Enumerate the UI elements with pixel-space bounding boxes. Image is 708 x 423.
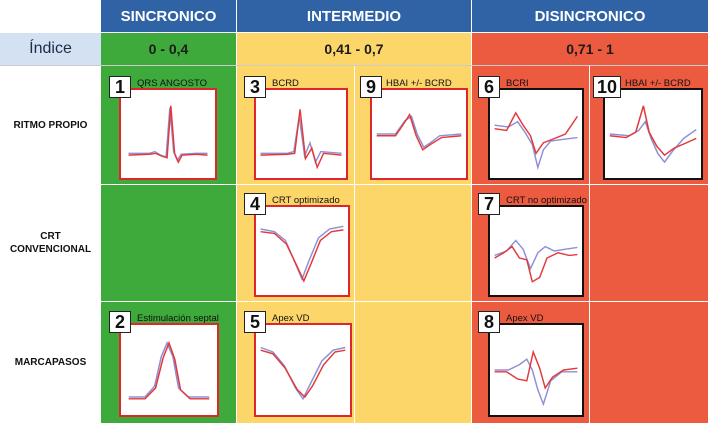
row-label-crt-convencional: CRT CONVENCIONAL [0,185,101,301]
panel-hbai-bcrd: 9 HBAI +/- BCRD [360,76,468,180]
panel-crt-no-optimizado: 7 CRT no optimizado [478,193,587,297]
row-label-ritmo-propio: RITMO PROPIO [0,66,101,184]
panel-bcrd: 3 BCRD [244,76,348,180]
ecg-trace [494,349,578,407]
row-label-ritmo-propio-text: RITMO PROPIO [13,119,88,131]
ecg-trace [494,111,579,171]
panel-number-badge: 9 [360,76,382,98]
ecg-plot [119,323,219,417]
ecg-plot [488,88,584,180]
ecg-trace [260,346,346,401]
panel-title: HBAI +/- BCRD [625,78,691,89]
panel-number-badge: 4 [244,193,266,215]
ecg-trace [609,105,697,164]
column-divider [589,66,590,423]
panel-title: Apex VD [506,313,544,324]
panel-number-badge: 7 [478,193,500,215]
ecg-trace [494,239,578,283]
ecg-trace [376,112,462,151]
ecg-plot [119,88,217,180]
panel-bcri: 6 BCRI [478,76,586,180]
panel-title: CRT optimizado [272,195,340,206]
header-disincronico: DISINCRONICO [472,0,708,32]
panel-apex-vd-disincronico: 8 Apex VD [478,311,586,417]
ecg-plot [488,323,584,417]
panel-hbai-bcrd-disincronico: 10 HBAI +/- BCRD [593,76,705,180]
panel-title: Estimulación septal [137,313,219,324]
ecg-trace [260,225,344,283]
panel-title: BCRD [272,78,299,89]
sincronico-range: 0 - 0,4 [101,33,236,65]
ecg-plot [603,88,703,180]
panel-apex-vd-intermedio: 5 Apex VD [244,311,354,417]
panel-number-badge: 1 [109,76,131,98]
panel-number-badge: 3 [244,76,266,98]
panel-number-badge: 10 [593,76,621,98]
ecg-trace [260,109,342,170]
panel-qrs-angosto: 1 QRS ANGOSTO [109,76,219,180]
panel-crt-optimizado: 4 CRT optimizado [244,193,352,297]
header-divider [0,65,708,66]
row-label-crt-line2: CONVENCIONAL [9,244,92,255]
ecg-trace [128,340,210,400]
disincronico-range: 0,71 - 1 [472,33,708,65]
index-label: Índice [0,33,101,65]
intermedio-range: 0,41 - 0,7 [237,33,471,65]
panel-number-badge: 5 [244,311,266,333]
panel-title: Apex VD [272,313,310,324]
panel-title: CRT no optimizado [506,195,587,206]
ecg-plot [370,88,468,180]
panel-title: BCRI [506,78,529,89]
panel-estimulacion-septal: 2 Estimulación septal [109,311,221,417]
row-label-marcapasos: MARCAPASOS [0,302,101,423]
header-sincronico: SINCRONICO [101,0,236,32]
row-label-crt-line1: CRT [40,231,61,242]
row-label-marcapasos-text: MARCAPASOS [14,357,87,368]
header-intermedio: INTERMEDIO [237,0,471,32]
corner-blank [0,0,101,32]
ecg-plot [254,323,352,417]
panel-number-badge: 8 [478,311,500,333]
panel-title: HBAI +/- BCRD [386,78,452,89]
panel-number-badge: 2 [109,311,131,333]
ecg-trace [128,105,208,164]
panel-title: QRS ANGOSTO [137,78,208,89]
panel-number-badge: 6 [478,76,500,98]
ecg-plot [488,205,584,297]
ecg-plot [254,205,350,297]
column-divider [354,66,355,423]
ecg-plot [254,88,348,180]
